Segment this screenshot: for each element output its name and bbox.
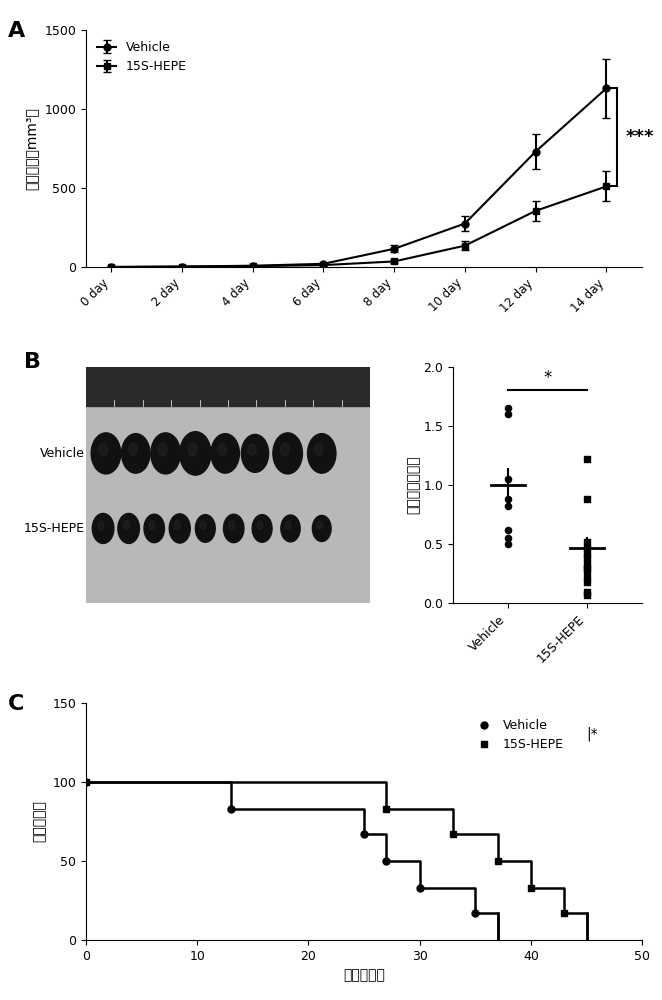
Point <box>582 587 592 603</box>
Circle shape <box>151 433 180 474</box>
Point <box>582 546 592 562</box>
Vehicle <box>360 828 368 840</box>
Circle shape <box>174 521 181 530</box>
Circle shape <box>242 434 269 472</box>
Point <box>502 471 513 487</box>
Text: 15S-HEPE: 15S-HEPE <box>24 522 85 535</box>
15S-HEPE <box>82 776 90 788</box>
Text: Vehicle: Vehicle <box>40 447 85 460</box>
Y-axis label: 存活百分比: 存活百分比 <box>33 801 47 842</box>
Line: Vehicle: Vehicle <box>83 779 479 917</box>
Text: |*: |* <box>587 727 598 741</box>
Point <box>502 491 513 507</box>
15S-HEPE <box>383 803 391 815</box>
Point <box>502 536 513 552</box>
Vehicle <box>471 907 479 919</box>
Text: A: A <box>8 21 25 41</box>
Circle shape <box>314 444 323 455</box>
Circle shape <box>180 432 211 475</box>
Circle shape <box>144 514 164 543</box>
15S-HEPE <box>560 907 568 919</box>
Line: 15S-HEPE: 15S-HEPE <box>83 779 568 917</box>
Circle shape <box>91 433 120 474</box>
Vehicle <box>383 855 391 867</box>
Point <box>582 562 592 578</box>
Circle shape <box>316 521 322 529</box>
Text: ***: *** <box>626 128 654 146</box>
Circle shape <box>218 444 226 455</box>
Circle shape <box>169 514 190 543</box>
Circle shape <box>123 521 130 530</box>
Point <box>502 498 513 514</box>
Text: B: B <box>24 352 40 372</box>
Circle shape <box>312 515 331 541</box>
Circle shape <box>273 433 303 474</box>
Point <box>582 574 592 590</box>
Circle shape <box>122 434 150 473</box>
Point <box>582 560 592 576</box>
Circle shape <box>252 515 272 542</box>
Point <box>582 451 592 467</box>
Circle shape <box>118 513 140 543</box>
Text: *: * <box>544 369 551 387</box>
Text: C: C <box>8 694 24 714</box>
Point <box>582 491 592 507</box>
Circle shape <box>149 521 155 530</box>
Circle shape <box>97 521 104 530</box>
Y-axis label: 肿瘾重量（克）: 肿瘾重量（克） <box>406 456 420 514</box>
Circle shape <box>99 443 107 456</box>
Point <box>502 406 513 422</box>
Y-axis label: 肿瘾体积（mm³）: 肿瘾体积（mm³） <box>25 107 39 190</box>
Point <box>582 550 592 566</box>
Circle shape <box>92 513 114 543</box>
Circle shape <box>200 521 206 529</box>
Point <box>582 556 592 572</box>
Point <box>502 530 513 546</box>
15S-HEPE <box>449 828 457 840</box>
Circle shape <box>158 443 167 456</box>
15S-HEPE <box>494 855 502 867</box>
Vehicle <box>82 776 90 788</box>
Point <box>582 569 592 585</box>
Legend: Vehicle, 15S-HEPE: Vehicle, 15S-HEPE <box>469 714 569 756</box>
Circle shape <box>281 515 300 542</box>
Circle shape <box>195 515 215 542</box>
Circle shape <box>248 444 256 455</box>
Circle shape <box>285 521 291 529</box>
Circle shape <box>257 521 263 529</box>
Point <box>502 400 513 416</box>
Point <box>502 522 513 538</box>
Vehicle <box>226 803 234 815</box>
Circle shape <box>228 521 234 530</box>
15S-HEPE <box>527 882 535 894</box>
Circle shape <box>211 434 240 473</box>
Circle shape <box>308 434 336 473</box>
Vehicle <box>416 882 424 894</box>
Circle shape <box>188 443 197 456</box>
Point <box>582 540 592 556</box>
X-axis label: 时间（天）: 时间（天） <box>343 968 385 982</box>
Legend: Vehicle, 15S-HEPE: Vehicle, 15S-HEPE <box>92 36 192 79</box>
Bar <box>86 406 370 603</box>
Circle shape <box>281 443 289 456</box>
Point <box>582 584 592 600</box>
Circle shape <box>128 444 137 455</box>
Circle shape <box>224 514 244 543</box>
Point <box>582 534 592 550</box>
Bar <box>86 367 370 406</box>
